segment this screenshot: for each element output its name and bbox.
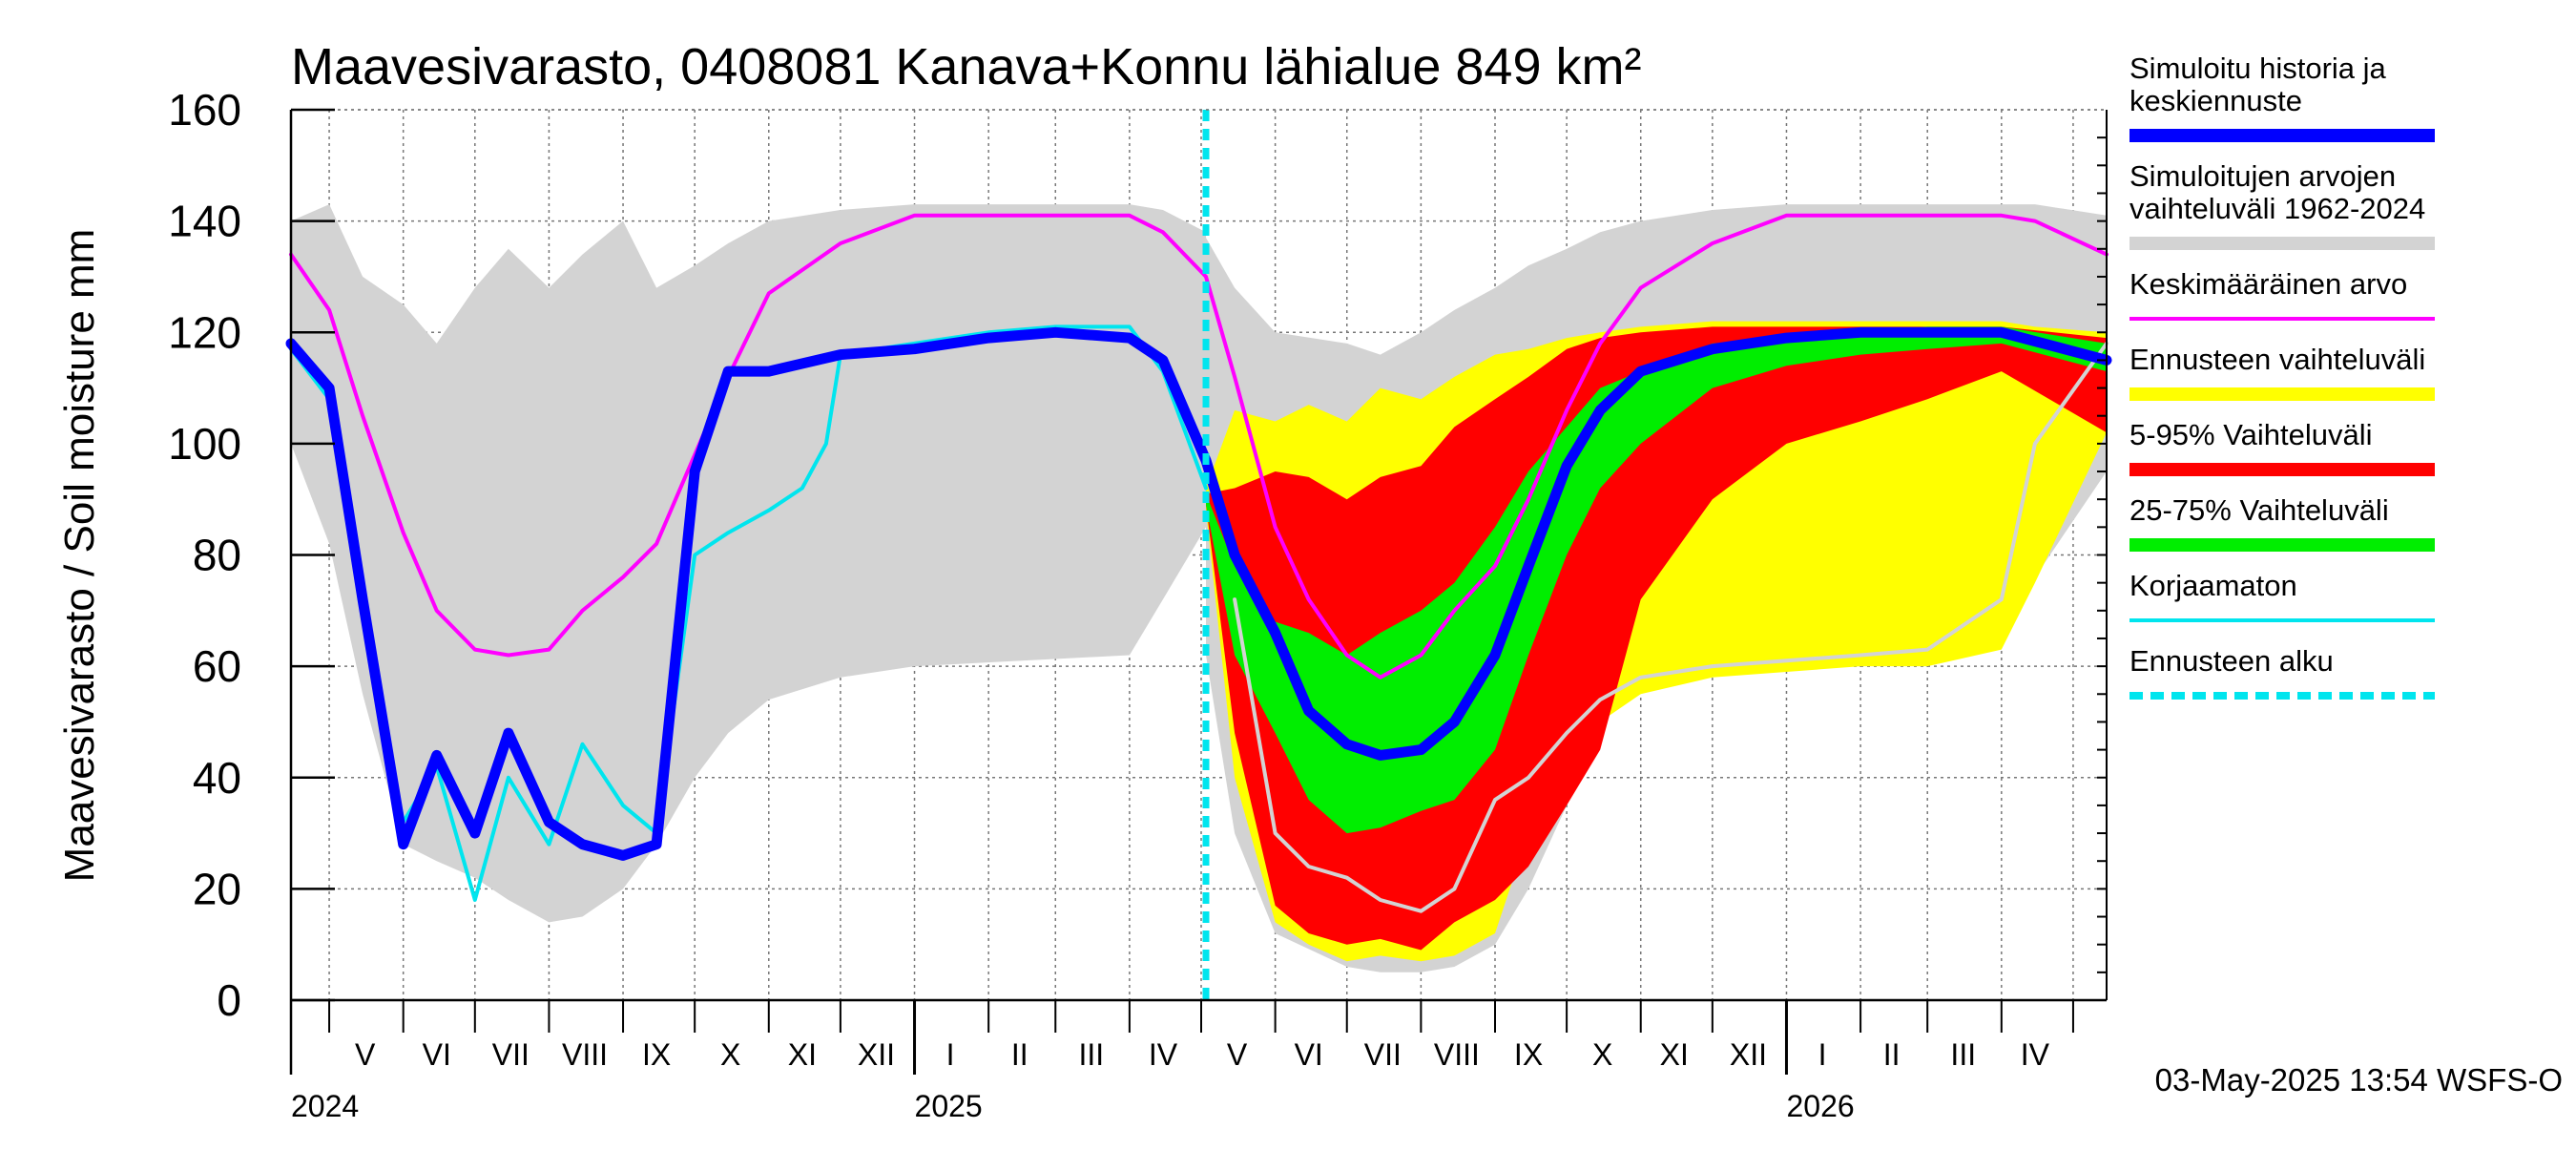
y-tick-label: 0 <box>217 975 241 1025</box>
y-tick-label: 100 <box>168 419 241 469</box>
series-uncorrected-fc-line <box>1233 341 2109 913</box>
month-label: VI <box>423 1037 451 1072</box>
month-label: X <box>720 1037 740 1072</box>
bands-layer <box>291 204 2107 972</box>
month-label: I <box>946 1037 955 1072</box>
month-label: V <box>355 1037 376 1072</box>
legend-label: Korjaamaton <box>2129 569 2297 602</box>
year-label: 2026 <box>1786 1089 1854 1123</box>
legend-label: 25-75% Vaihteluväli <box>2129 493 2389 527</box>
series-simulated-line <box>285 326 2112 861</box>
chart-title: Maavesivarasto, 0408081 Kanava+Konnu läh… <box>291 38 1641 95</box>
month-label: VII <box>1364 1037 1402 1072</box>
y-tick-label: 160 <box>168 85 241 135</box>
band-hist-range <box>291 204 1206 923</box>
month-label: II <box>1011 1037 1028 1072</box>
month-label: XII <box>1730 1037 1767 1072</box>
band-range-25-75 <box>1206 326 2107 834</box>
month-label: VII <box>492 1037 530 1072</box>
month-label: IX <box>642 1037 671 1072</box>
month-label: XI <box>1660 1037 1689 1072</box>
y-axis-label: Maavesivarasto / Soil moisture mm <box>56 229 103 883</box>
month-label: II <box>1883 1037 1901 1072</box>
month-label: III <box>1078 1037 1104 1072</box>
y-tick-label: 80 <box>193 531 241 580</box>
month-label: VIII <box>562 1037 608 1072</box>
legend: Simuloitu historia ja keskiennuste Simuloi… <box>2129 52 2435 700</box>
month-label: IX <box>1514 1037 1543 1072</box>
y-tick-label: 120 <box>168 307 241 357</box>
legend-label: Simuloitujen arvojen vaihteluväli 1962-20… <box>2129 159 2425 225</box>
y-tick-label: 20 <box>193 864 241 913</box>
y-tick-label: 60 <box>193 641 241 691</box>
y-tick-label: 140 <box>168 197 241 246</box>
month-label: I <box>1818 1037 1827 1072</box>
footer-timestamp: 03-May-2025 13:54 WSFS-O <box>2155 1062 2563 1098</box>
legend-label: 5-95% Vaihteluväli <box>2129 418 2372 451</box>
month-label: VIII <box>1434 1037 1480 1072</box>
legend-label: Ennusteen alku <box>2129 644 2334 678</box>
month-label: IV <box>1149 1037 1178 1072</box>
legend-label: Keskimääräinen arvo <box>2129 267 2407 301</box>
series-mean-line <box>289 213 2109 680</box>
month-label: X <box>1592 1037 1612 1072</box>
month-label: XI <box>788 1037 817 1072</box>
legend-label: Ennusteen vaihteluväli <box>2129 343 2425 376</box>
month-label: VI <box>1295 1037 1323 1072</box>
year-label: 2024 <box>291 1089 359 1123</box>
series-layer <box>285 110 2112 1000</box>
month-label: III <box>1950 1037 1976 1072</box>
legend-label: Simuloitu historia ja keskiennuste <box>2129 52 2387 117</box>
year-label: 2025 <box>915 1089 983 1123</box>
month-label: XII <box>858 1037 895 1072</box>
month-label: V <box>1227 1037 1248 1072</box>
month-label: IV <box>2021 1037 2050 1072</box>
y-tick-label: 40 <box>193 753 241 803</box>
